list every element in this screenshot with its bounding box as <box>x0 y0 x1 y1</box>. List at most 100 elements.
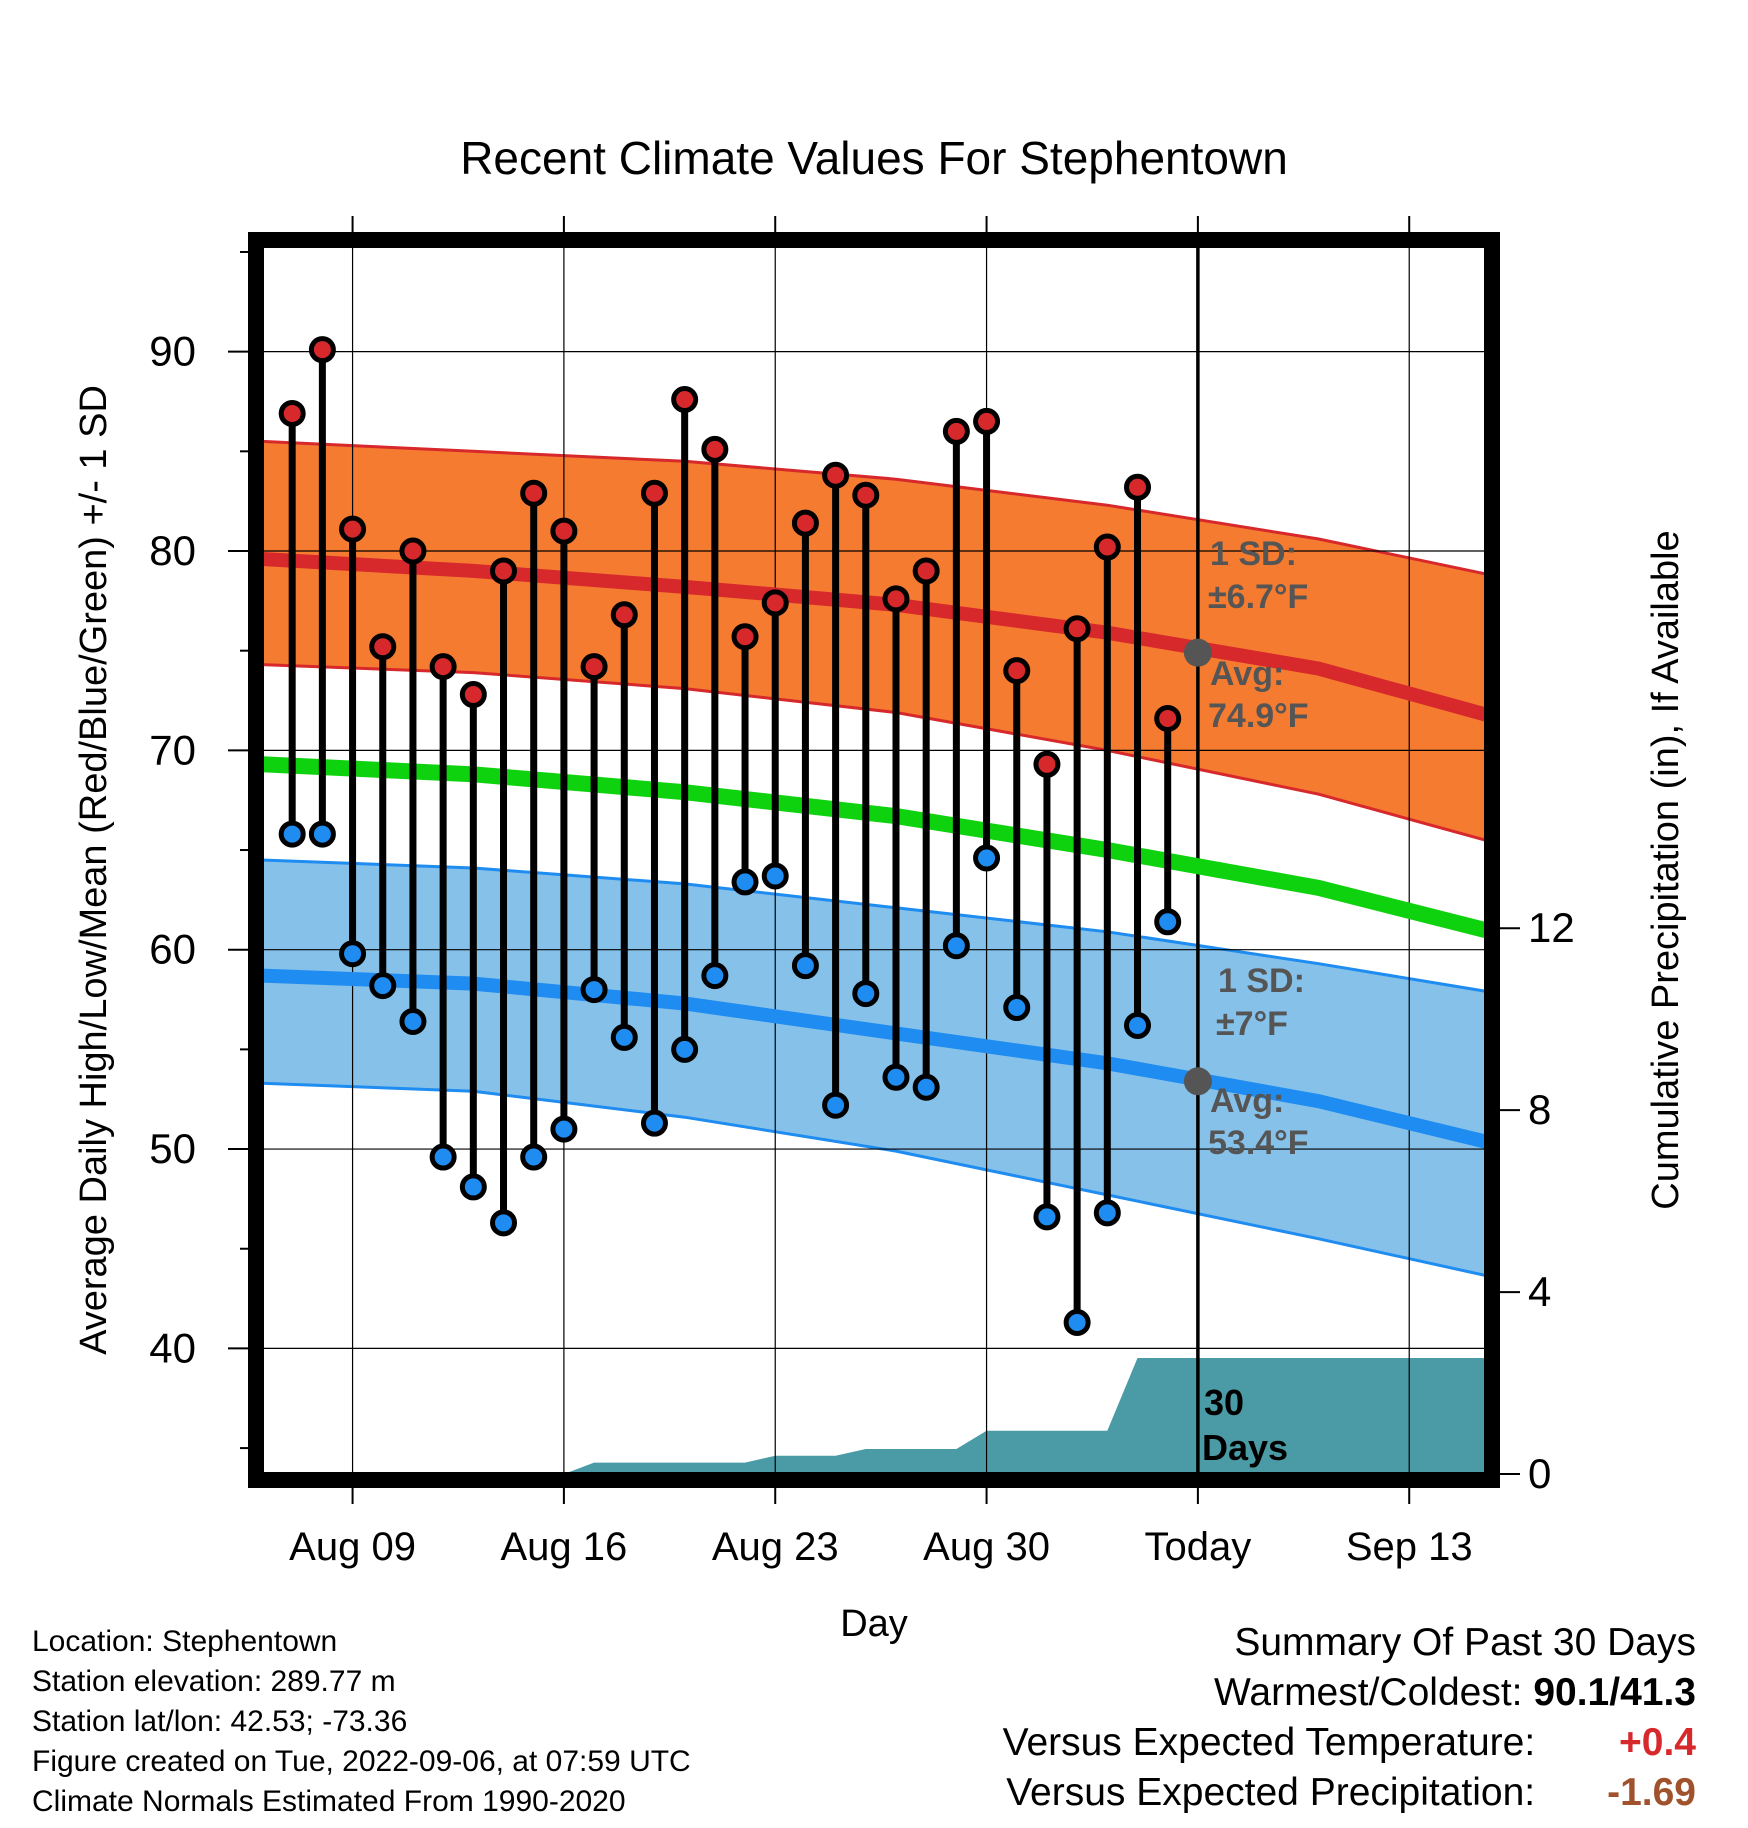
daily-low-point <box>429 1143 457 1171</box>
daily-low-point <box>459 1173 487 1201</box>
plot-frame <box>248 232 1500 1488</box>
daily-low-point <box>1124 1011 1152 1039</box>
daily-high-point <box>520 479 548 507</box>
summary-panel: Summary Of Past 30 Days Warmest/Coldest:… <box>1003 1618 1696 1818</box>
y-axis-ticks: 40 50 60 70 80 90 <box>149 250 248 1450</box>
plot-area <box>248 232 1500 1488</box>
daily-high-point <box>339 515 367 543</box>
daily-high-point <box>550 517 578 545</box>
daily-low-point <box>278 820 306 848</box>
daily-high-point <box>1154 704 1182 732</box>
daily-low-point <box>550 1115 578 1143</box>
daily-high-point <box>822 461 850 489</box>
warm-cold-label: Warmest/Coldest: <box>1214 1671 1523 1714</box>
warm-cold-value: 90.1/41.3 <box>1533 1671 1696 1714</box>
daily-low-point <box>308 820 336 848</box>
daily-high-point <box>369 633 397 661</box>
y-tick-label: 50 <box>149 1125 196 1172</box>
x-tick-label: Today <box>1145 1525 1252 1569</box>
daily-high-point <box>490 557 518 585</box>
daily-low-point <box>610 1023 638 1051</box>
daily-low-point <box>731 868 759 896</box>
high-sd-label: 1 SD: <box>1210 535 1297 573</box>
daily-high-point <box>580 653 608 681</box>
precip-days-number: 30 <box>1204 1382 1244 1423</box>
daily-high-point <box>1033 750 1061 778</box>
daily-low-point <box>791 952 819 980</box>
daily-low-point <box>1154 908 1182 936</box>
daily-high-point <box>731 623 759 651</box>
temp-value: +0.4 <box>1619 1721 1696 1764</box>
x-tick-label: Sep 13 <box>1346 1525 1473 1569</box>
daily-low-point <box>1003 994 1031 1022</box>
station-location: Location: Stephentown <box>32 1625 338 1658</box>
summary-temp: Versus Expected Temperature: +0.4 <box>1003 1718 1696 1768</box>
daily-high-point <box>308 336 336 364</box>
x-tick-label: Aug 23 <box>712 1525 839 1569</box>
daily-low-point <box>973 844 1001 872</box>
figure-created: Figure created on Tue, 2022-09-06, at 07… <box>32 1745 691 1778</box>
daily-high-point <box>942 417 970 445</box>
high-avg-label: Avg: <box>1210 655 1284 693</box>
daily-high-point <box>761 589 789 617</box>
daily-high-point <box>973 407 1001 435</box>
chart-title: Recent Climate Values For Stephentown <box>460 132 1288 184</box>
daily-low-point <box>852 980 880 1008</box>
daily-low-point <box>701 962 729 990</box>
daily-low-point <box>1033 1203 1061 1231</box>
y-tick-label: 80 <box>149 527 196 574</box>
daily-low-point <box>882 1063 910 1091</box>
daily-low-point <box>1093 1199 1121 1227</box>
daily-low-point <box>580 976 608 1004</box>
station-info: Location: Stephentown Station elevation:… <box>32 1622 691 1822</box>
daily-high-point <box>852 481 880 509</box>
daily-low-point <box>761 862 789 890</box>
daily-high-point <box>912 557 940 585</box>
daily-high-point <box>278 399 306 427</box>
daily-high-point <box>671 386 699 413</box>
precip-days-label: Days <box>1202 1427 1288 1468</box>
daily-high-point <box>429 653 457 681</box>
daily-low-point <box>1063 1308 1091 1336</box>
y-tick-label: 90 <box>149 328 196 375</box>
daily-high-point <box>1063 615 1091 643</box>
x-axis-label: Day <box>840 1603 908 1645</box>
y2-axis-label: Cumulative Precipitation (in), If Availa… <box>1645 530 1687 1209</box>
low-avg-value: 53.4°F <box>1208 1124 1309 1162</box>
y2-tick-label: 0 <box>1528 1450 1551 1497</box>
x-tick-label: Aug 16 <box>501 1525 628 1569</box>
x-tick-label: Aug 30 <box>923 1525 1050 1569</box>
daily-high-point <box>701 435 729 463</box>
daily-low-point <box>912 1073 940 1101</box>
climate-normals-period: Climate Normals Estimated From 1990-2020 <box>32 1785 626 1818</box>
low-sd-value: ±7°F <box>1216 1005 1288 1043</box>
precipitation-area <box>262 1358 1486 1474</box>
y2-axis-ticks: 0 4 8 12 <box>1500 904 1575 1497</box>
x-tick-label: Aug 09 <box>289 1525 416 1569</box>
daily-high-point <box>1124 473 1152 501</box>
low-sd-label: 1 SD: <box>1218 962 1305 1000</box>
annotations: 1 SD: ±6.7°F Avg: 74.9°F 1 SD: ±7°F Avg: 53.4°F… <box>1202 535 1309 1468</box>
daily-low-point <box>490 1209 518 1237</box>
y2-tick-label: 8 <box>1528 1086 1551 1133</box>
daily-high-point <box>610 601 638 629</box>
y-tick-label: 40 <box>149 1324 196 1371</box>
daily-low-point <box>520 1143 548 1171</box>
daily-high-point <box>882 585 910 613</box>
high-sd-band <box>262 441 1486 841</box>
daily-high-point <box>640 479 668 507</box>
low-avg-label: Avg: <box>1210 1082 1284 1120</box>
daily-high-point <box>1003 657 1031 685</box>
high-sd-value: ±6.7°F <box>1208 578 1308 616</box>
daily-high-point <box>399 537 427 565</box>
station-latlon: Station lat/lon: 42.53; -73.36 <box>32 1705 408 1738</box>
y-tick-label: 70 <box>149 726 196 773</box>
y-axis-label: Average Daily High/Low/Mean (Red/Blue/Gr… <box>73 385 115 1355</box>
daily-high-point <box>791 509 819 537</box>
temp-label: Versus Expected Temperature: <box>1002 1721 1536 1764</box>
precip-value: -1.69 <box>1607 1771 1696 1814</box>
x-axis-ticks: Aug 09 Aug 16 Aug 23 Aug 30 Today Sep 13 <box>289 216 1473 1569</box>
today-high-avg-marker <box>1183 638 1212 667</box>
station-elevation: Station elevation: 289.77 m <box>32 1665 396 1698</box>
